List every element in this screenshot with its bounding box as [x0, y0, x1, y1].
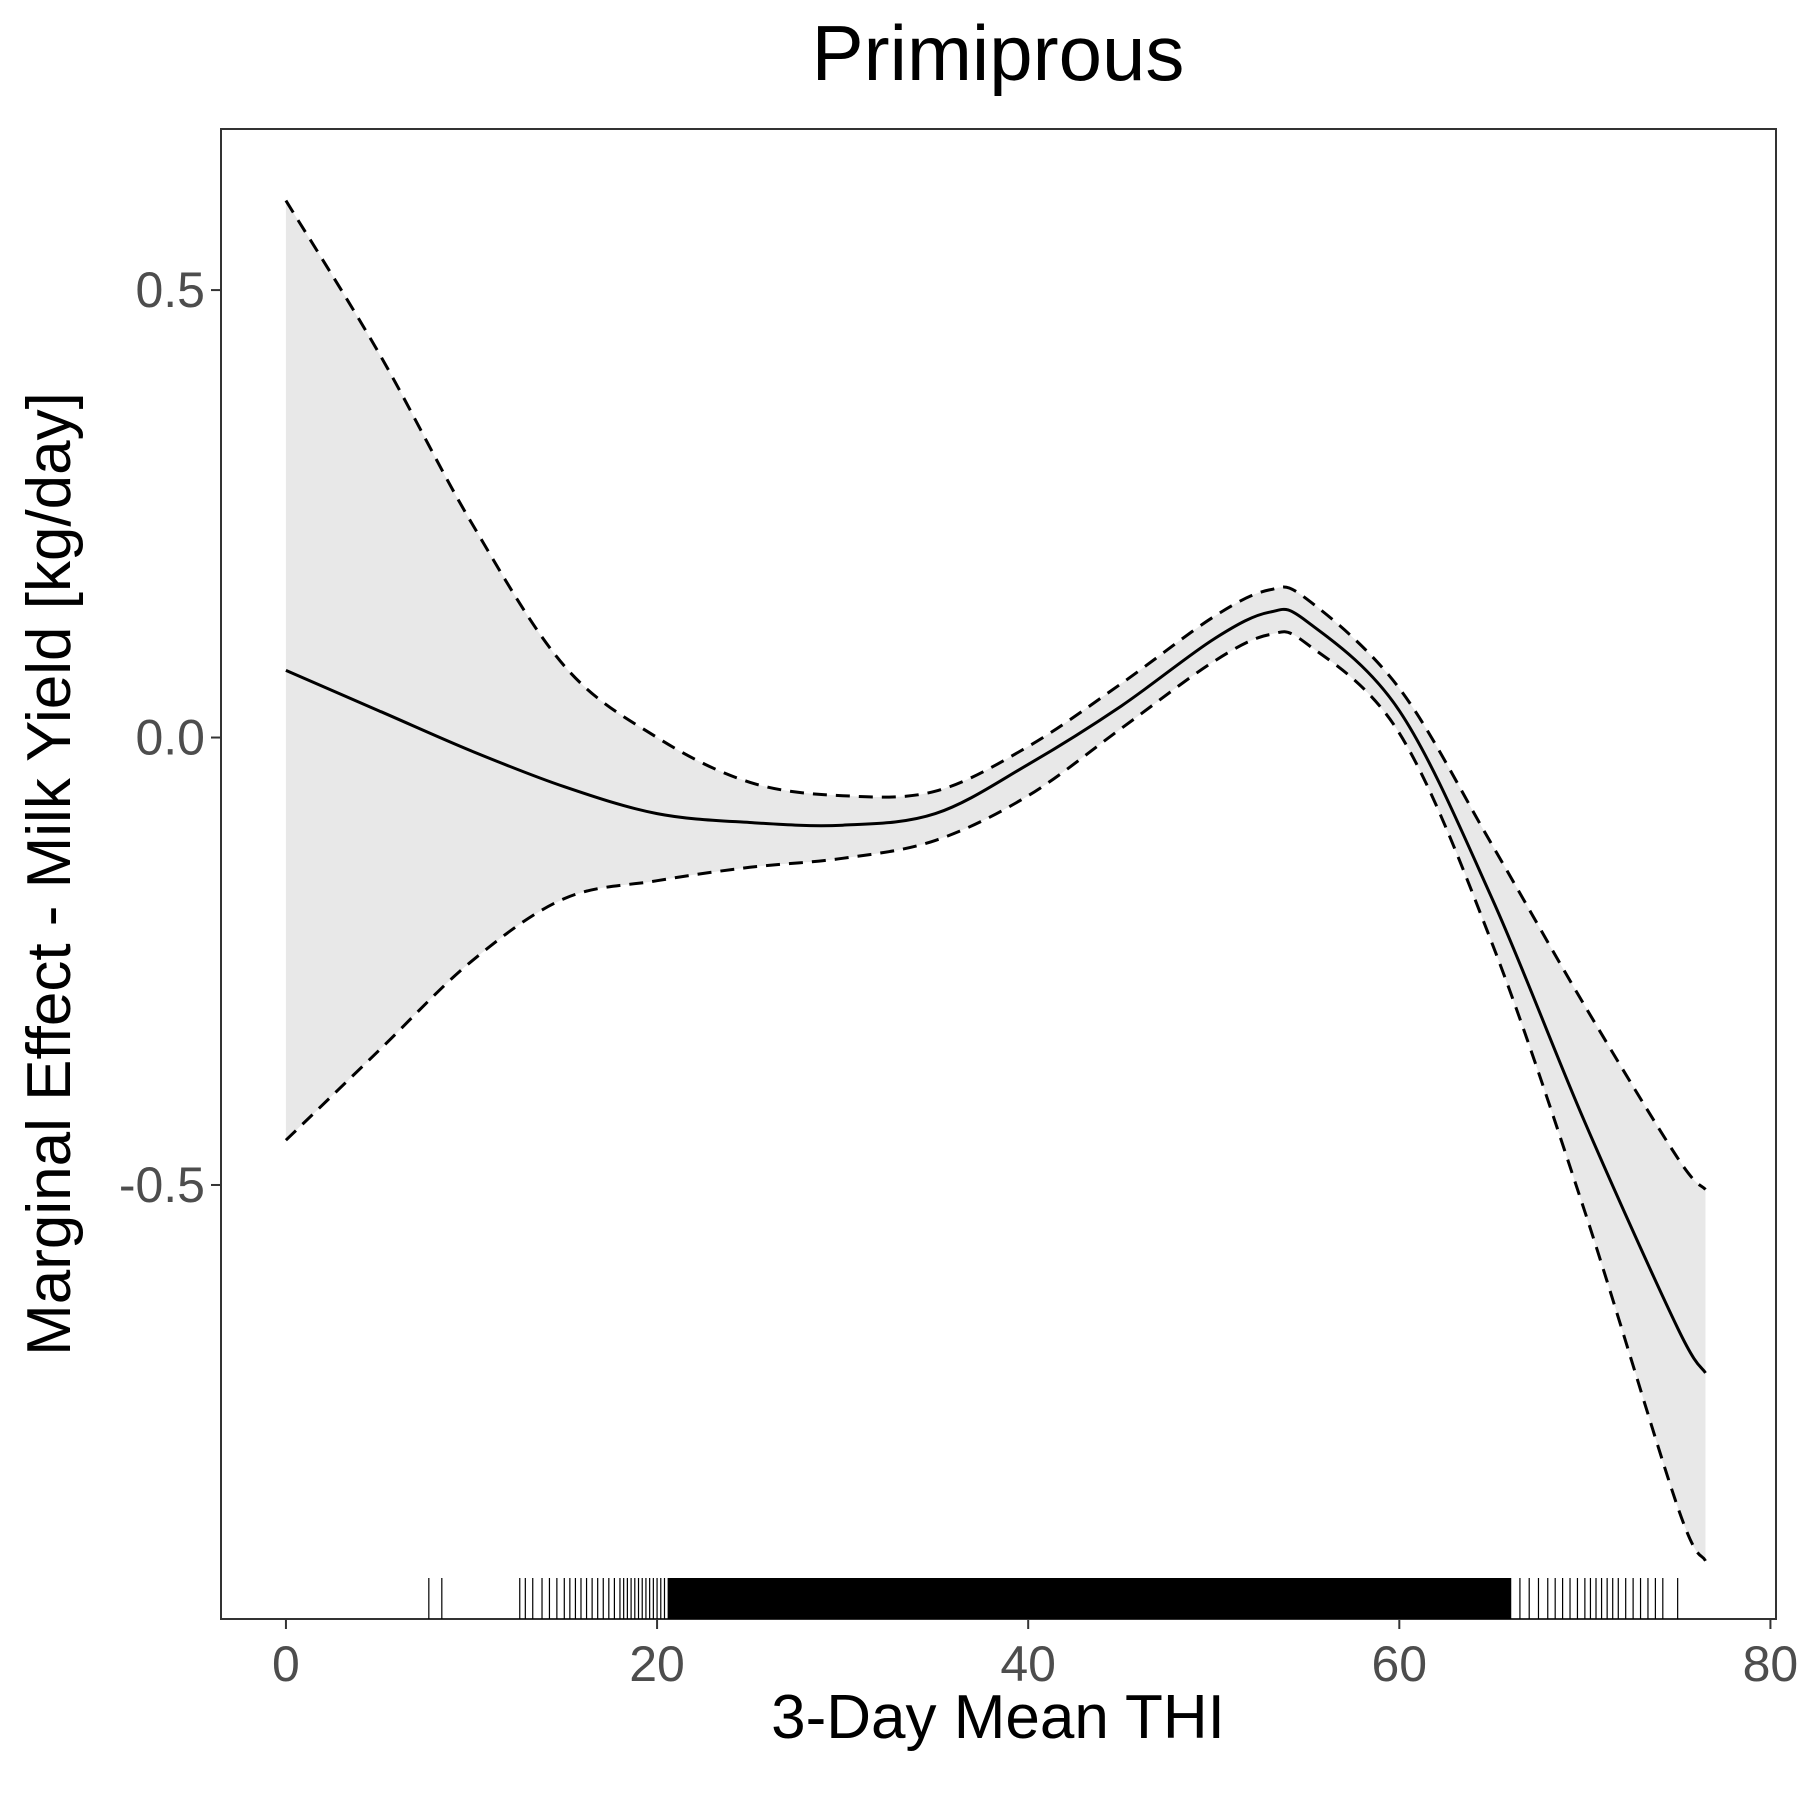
x-tick-label: 60: [1371, 1636, 1427, 1692]
x-tick-label: 0: [272, 1636, 300, 1692]
lower-bound-line: [284, 630, 1707, 1562]
x-axis: 0 20 40 60 80: [272, 1619, 1798, 1692]
ci-band-layer: [285, 200, 1706, 1561]
y-tick-label: 0.5: [135, 262, 205, 318]
y-axis: 0.5 0.0 -0.5: [119, 262, 221, 1213]
x-tick-label: 20: [629, 1636, 685, 1692]
plot-area: [220, 128, 1777, 1620]
series-layer: [284, 199, 1707, 1562]
rug-layer: [428, 1578, 1679, 1619]
confidence-band: [285, 200, 1706, 1561]
x-tick-label: 40: [1000, 1636, 1056, 1692]
x-axis-title: 3-Day Mean THI: [771, 1683, 1225, 1752]
y-axis-title: Marginal Effect - Milk Yield [kg/day]: [15, 392, 84, 1356]
estimate-line: [285, 607, 1707, 1374]
x-tick-label: 80: [1743, 1636, 1799, 1692]
chart-title: Primiprous: [812, 9, 1185, 97]
upper-bound-line: [284, 199, 1707, 1191]
y-tick-label: -0.5: [119, 1157, 205, 1213]
rug-dense-region: [668, 1578, 1511, 1619]
y-tick-label: 0.0: [135, 710, 205, 766]
